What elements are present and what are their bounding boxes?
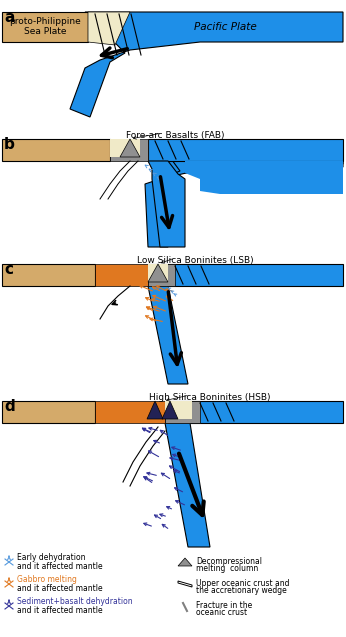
Text: d: d <box>4 399 15 414</box>
Text: and it affected mantle: and it affected mantle <box>17 606 103 615</box>
Polygon shape <box>165 423 210 547</box>
Text: Sea Plate: Sea Plate <box>24 27 66 36</box>
Polygon shape <box>148 264 175 286</box>
Polygon shape <box>148 264 168 282</box>
Text: and it affected mantle: and it affected mantle <box>17 584 103 593</box>
Text: Pacific Plate: Pacific Plate <box>194 22 256 32</box>
Text: proto-Philippine: proto-Philippine <box>9 17 81 27</box>
Polygon shape <box>120 139 140 157</box>
Polygon shape <box>185 161 343 179</box>
Polygon shape <box>2 139 110 161</box>
Polygon shape <box>165 401 192 419</box>
Text: Sediment+basalt dehydration: Sediment+basalt dehydration <box>17 597 133 606</box>
Polygon shape <box>178 558 192 566</box>
Polygon shape <box>155 141 343 177</box>
Polygon shape <box>200 177 343 194</box>
Polygon shape <box>148 286 188 384</box>
Text: High Silica Boninites (HSB): High Silica Boninites (HSB) <box>149 393 271 402</box>
Polygon shape <box>2 12 88 42</box>
Polygon shape <box>148 264 343 286</box>
Polygon shape <box>2 401 95 423</box>
Text: Upper oceanic crust and: Upper oceanic crust and <box>196 579 290 588</box>
Polygon shape <box>110 139 140 157</box>
Text: b: b <box>4 137 15 152</box>
Text: Fracture in the: Fracture in the <box>196 601 252 610</box>
Polygon shape <box>178 581 192 587</box>
Text: and it affected mantle: and it affected mantle <box>17 562 103 571</box>
Polygon shape <box>110 139 148 161</box>
Polygon shape <box>88 12 130 45</box>
Text: Low Silica Boninites (LSB): Low Silica Boninites (LSB) <box>137 256 253 265</box>
Text: Fore-arc Basalts (FAB): Fore-arc Basalts (FAB) <box>126 131 224 140</box>
Polygon shape <box>2 264 95 286</box>
Text: melting  column: melting column <box>196 564 258 573</box>
Polygon shape <box>147 401 163 419</box>
Text: Decompressional: Decompressional <box>196 557 262 566</box>
Text: c: c <box>4 262 13 277</box>
Text: oceanic crust: oceanic crust <box>196 608 247 617</box>
Text: Early dehydration: Early dehydration <box>17 553 85 562</box>
Text: a: a <box>4 10 15 25</box>
Polygon shape <box>162 401 178 419</box>
Polygon shape <box>70 12 343 117</box>
Polygon shape <box>165 401 200 423</box>
Polygon shape <box>148 264 168 282</box>
Text: Gabbro melting: Gabbro melting <box>17 575 77 584</box>
Polygon shape <box>148 161 185 247</box>
Polygon shape <box>145 141 343 247</box>
Polygon shape <box>95 401 165 423</box>
Polygon shape <box>165 401 343 423</box>
Polygon shape <box>95 264 148 286</box>
Polygon shape <box>148 139 343 161</box>
Text: the accretionary wedge: the accretionary wedge <box>196 586 287 595</box>
